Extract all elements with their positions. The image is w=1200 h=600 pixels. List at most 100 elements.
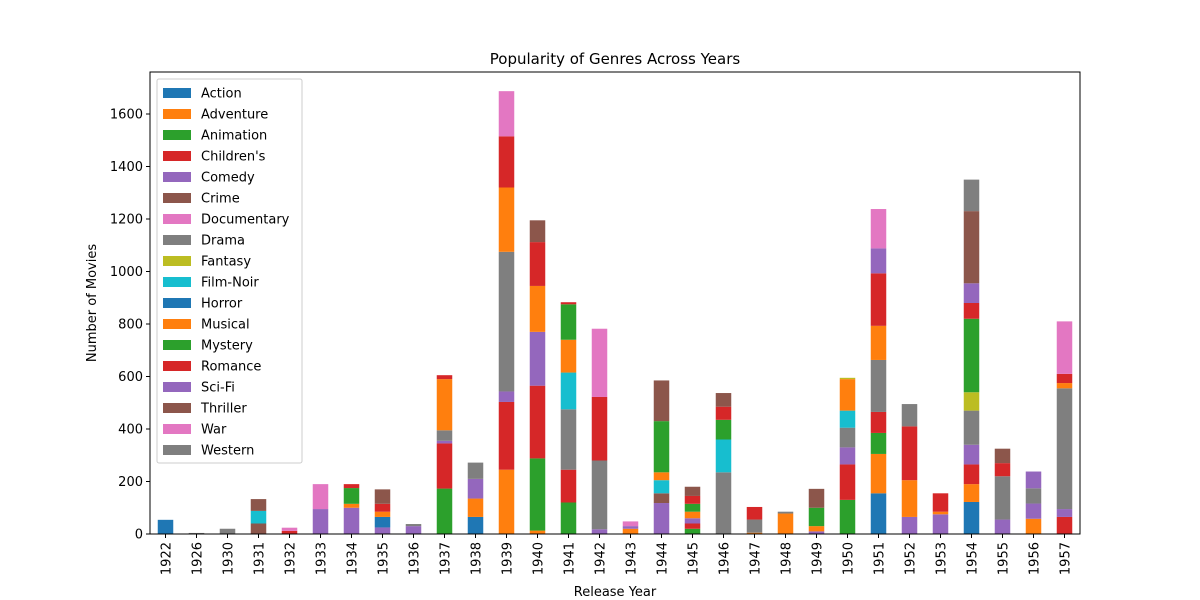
bar-segment-1954-7 [963, 303, 980, 319]
x-tick-label: 1956 [1028, 542, 1043, 575]
legend-swatch [163, 193, 191, 203]
bar-segment-1954-6 [963, 318, 980, 393]
legend-label: Crime [201, 192, 240, 207]
legend-swatch [163, 235, 191, 245]
bar-segment-1940-0 [529, 530, 546, 534]
x-tick-label: 1948 [780, 542, 795, 575]
bar-segment-1939-3 [498, 251, 515, 392]
bar-segment-1954-5 [963, 392, 980, 411]
x-tick-label: 1949 [811, 542, 826, 575]
bar-segment-1941-6 [560, 302, 577, 305]
legend-swatch [163, 256, 191, 266]
bar-segment-1938-2 [467, 478, 484, 499]
bar-segment-1945-0 [684, 528, 701, 534]
bar-segment-1954-10 [963, 179, 980, 212]
x-tick-label: 1943 [625, 542, 640, 575]
bar-segment-1946-2 [715, 419, 732, 440]
x-tick-label: 1935 [377, 542, 392, 575]
bar-segment-1935-3 [374, 503, 391, 512]
bar-segment-1944-5 [653, 421, 670, 473]
y-tick-label: 400 [118, 423, 143, 438]
bar-segment-1950-1 [839, 464, 856, 500]
bar-segment-1943-1 [622, 526, 639, 529]
legend-label: Action [201, 87, 242, 102]
legend-label: Western [201, 444, 254, 459]
bar-segment-1933-1 [312, 484, 329, 510]
bar-segment-1956-3 [1025, 471, 1042, 489]
bar-segment-1957-5 [1056, 321, 1073, 374]
bar-segment-1945-2 [684, 518, 701, 524]
x-tick-label: 1937 [439, 542, 454, 575]
bar-segment-1939-2 [498, 391, 515, 402]
bar-segment-1941-5 [560, 304, 577, 340]
legend-swatch [163, 172, 191, 182]
bar-segment-1950-3 [839, 427, 856, 448]
legend-swatch [163, 319, 191, 329]
bar-segment-1946-4 [715, 393, 732, 407]
legend-swatch [163, 214, 191, 224]
bar-segment-1942-2 [591, 396, 608, 461]
y-tick-label: 200 [118, 475, 143, 490]
legend-swatch [163, 403, 191, 413]
x-tick-label: 1954 [966, 542, 981, 575]
bar-segment-1949-1 [808, 526, 825, 532]
bar-segment-1951-5 [870, 325, 887, 360]
bar-segment-1932-1 [281, 527, 298, 531]
x-tick-label: 1939 [501, 542, 516, 575]
bar-segment-1954-3 [963, 444, 980, 465]
x-tick-label: 1931 [253, 542, 268, 575]
bar-segment-1939-1 [498, 401, 515, 470]
bar-segment-1937-4 [436, 379, 453, 431]
bar-segment-1954-4 [963, 410, 980, 445]
bar-segment-1940-3 [529, 331, 546, 386]
bar-segment-1951-0 [870, 493, 887, 534]
x-tick-label: 1942 [594, 542, 609, 575]
bar-segment-1937-0 [436, 488, 453, 534]
legend-label: Mystery [201, 339, 253, 354]
bar-segment-1941-0 [560, 502, 577, 534]
x-tick-label: 1953 [935, 542, 950, 575]
bar-segment-1944-4 [653, 472, 670, 481]
bar-segment-1951-7 [870, 248, 887, 274]
bar-segment-1937-2 [436, 440, 453, 444]
bar-segment-1955-3 [994, 448, 1011, 464]
bar-segment-1946-1 [715, 439, 732, 473]
bar-segment-1926-0 [188, 532, 205, 534]
x-tick-label: 1932 [284, 542, 299, 575]
y-axis: 0 200 400 600 800 1000 1200 1400 1600 [110, 108, 150, 543]
bar-segment-1951-2 [870, 432, 887, 454]
bar-segment-1942-3 [591, 328, 608, 397]
legend-swatch [163, 445, 191, 455]
bar-segment-1955-1 [994, 476, 1011, 520]
bar-segment-1942-1 [591, 460, 608, 530]
legend-swatch [163, 109, 191, 119]
x-tick-label: 1957 [1059, 542, 1074, 575]
bar-segment-1935-2 [374, 511, 391, 517]
bar-segment-1950-2 [839, 447, 856, 465]
y-tick-label: 600 [118, 370, 143, 385]
x-tick-label: 1946 [718, 542, 733, 575]
x-tick-label: 1926 [191, 542, 206, 575]
bar-segment-1951-1 [870, 453, 887, 494]
bar-segment-1942-0 [591, 529, 608, 534]
bar-segment-1940-6 [529, 220, 546, 243]
bar-segment-1943-0 [622, 528, 639, 534]
bar-segment-1953-0 [932, 514, 949, 534]
legend-label: Romance [201, 360, 261, 375]
x-tick-label: 1938 [470, 542, 485, 575]
legend-label: Drama [201, 234, 245, 249]
bars-group [157, 91, 1073, 534]
bar-segment-1943-2 [622, 521, 639, 527]
bar-segment-1953-2 [932, 493, 949, 512]
bar-segment-1945-6 [684, 486, 701, 496]
bar-segment-1933-0 [312, 509, 329, 534]
legend-swatch [163, 382, 191, 392]
chart-title: Popularity of Genres Across Years [490, 50, 741, 68]
bar-segment-1936-0 [405, 526, 422, 534]
bar-segment-1934-0 [343, 507, 360, 534]
legend-label: Musical [201, 318, 250, 333]
bar-segment-1935-4 [374, 489, 391, 504]
y-tick-label: 1400 [110, 160, 143, 175]
bar-segment-1939-4 [498, 187, 515, 252]
bar-segment-1939-5 [498, 136, 515, 188]
